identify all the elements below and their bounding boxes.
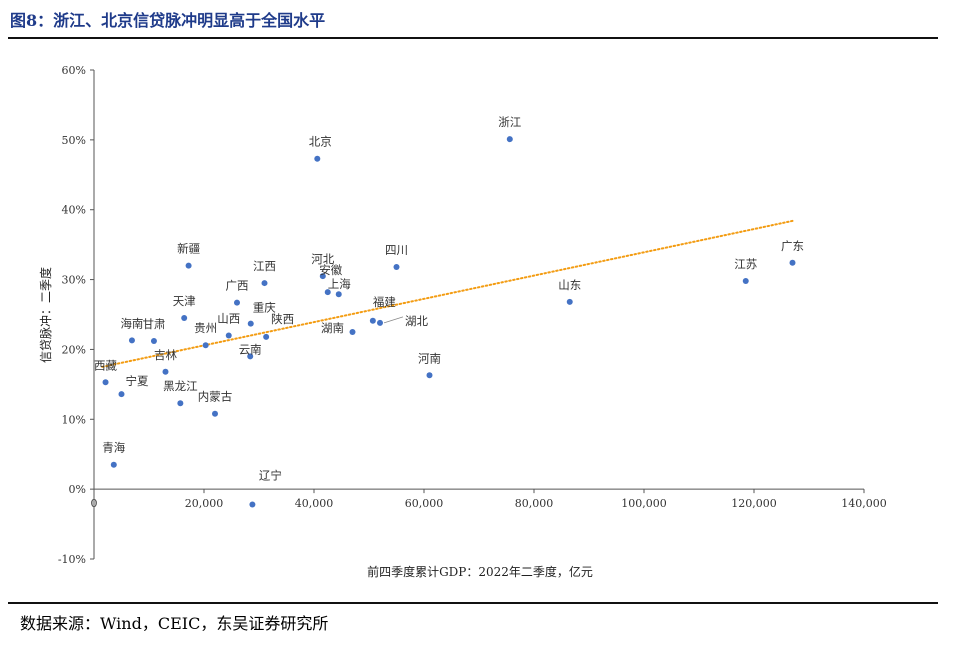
point-label: 重庆	[253, 301, 276, 315]
trendline	[101, 219, 794, 368]
data-points	[102, 136, 796, 508]
point-label: 四川	[385, 243, 408, 257]
point-label: 吉林	[154, 348, 177, 362]
point-label: 上海	[328, 277, 351, 291]
data-point	[789, 259, 796, 266]
point-label: 内蒙古	[198, 390, 233, 404]
point-label: 广东	[781, 239, 804, 253]
source-note: 数据来源：Wind，CEIC，东吴证券研究所	[20, 614, 329, 633]
data-point	[426, 372, 433, 379]
point-label: 辽宁	[259, 469, 282, 483]
data-point	[566, 298, 573, 305]
point-label: 山西	[217, 311, 240, 325]
data-point	[742, 277, 749, 284]
x-tick-label: 40,000	[295, 497, 334, 510]
x-axis-title: 前四季度累计GDP：2022年二季度，亿元	[367, 564, 593, 579]
data-point	[162, 368, 169, 375]
point-label: 贵州	[194, 321, 217, 335]
point-label: 湖南	[321, 321, 344, 335]
point-label: 青海	[102, 441, 125, 455]
y-tick-label: 40%	[62, 204, 86, 217]
y-tick-label: 50%	[62, 134, 86, 147]
axes-layer	[90, 69, 865, 560]
data-point	[377, 319, 383, 326]
point-label: 湖北	[405, 314, 428, 328]
point-label: 西藏	[94, 358, 117, 372]
point-label: 山东	[558, 278, 581, 292]
data-point	[225, 332, 232, 339]
leader-line	[383, 316, 404, 324]
data-point	[324, 289, 331, 296]
data-point	[128, 337, 135, 344]
point-label: 河北	[311, 252, 334, 266]
point-label: 黑龙江	[163, 379, 198, 393]
data-point	[247, 320, 254, 327]
bottom-rule	[8, 602, 938, 604]
data-point	[247, 353, 254, 360]
point-label: 安徽	[319, 263, 342, 277]
data-point	[212, 410, 218, 417]
point-label: 浙江	[498, 115, 521, 129]
point-label: 天津	[173, 294, 196, 308]
data-point	[118, 391, 125, 398]
x-tick-label: 100,000	[621, 497, 667, 510]
scatter-chart: -10% 0% 10% 20% 30% 40% 50% 60% 0 20,000 40,000 60,…	[38, 64, 887, 579]
point-label: 河南	[418, 351, 441, 365]
y-tick-label: 60%	[62, 64, 86, 77]
data-point	[314, 155, 321, 162]
point-label: 宁夏	[126, 374, 149, 388]
figure-title: 图8：浙江、北京信贷脉冲明显高于全国水平	[10, 11, 326, 30]
data-point	[150, 338, 157, 345]
y-tick-label: -10%	[58, 553, 86, 566]
y-tick-label: 10%	[62, 413, 86, 426]
data-point	[181, 314, 188, 321]
data-point	[249, 501, 256, 508]
data-point	[335, 291, 342, 298]
point-label: 云南	[239, 342, 262, 356]
tick-labels: -10% 0% 10% 20% 30% 40% 50% 60% 0 20,000 40,000 60,…	[58, 64, 887, 566]
data-point	[234, 299, 240, 306]
y-tick-label: 30%	[62, 274, 86, 287]
data-point	[185, 262, 192, 269]
trendline-layer	[101, 219, 794, 368]
top-rule	[8, 37, 938, 39]
data-point	[102, 379, 109, 386]
x-tick-label: 20,000	[185, 497, 224, 510]
data-point	[319, 273, 326, 280]
point-label: 北京	[309, 135, 332, 149]
point-label: 江西	[253, 259, 276, 273]
data-point	[263, 333, 270, 340]
point-label: 甘肃	[142, 317, 165, 331]
point-label: 陕西	[271, 312, 294, 326]
point-label: 广西	[226, 279, 249, 293]
x-tick-label: 60,000	[405, 497, 444, 510]
y-axis-title: 信贷脉冲：二季度	[38, 267, 53, 363]
data-point	[110, 461, 117, 468]
point-labels: 浙江北京新疆江西 河北 四川上海 广西天津重庆 安徽福建湖北 陕西 山西湖南 海南 甘肃 贵州云南…	[94, 115, 804, 482]
x-tick-label: 120,000	[731, 497, 777, 510]
y-tick-label: 0%	[69, 483, 86, 496]
point-label: 江苏	[734, 257, 757, 271]
x-tick-label: 0	[91, 497, 98, 510]
x-tick-label: 140,000	[841, 497, 887, 510]
data-point	[369, 317, 376, 324]
data-point	[177, 400, 184, 407]
y-tick-label: 20%	[62, 343, 86, 356]
data-point	[261, 280, 268, 287]
point-label: 海南	[120, 316, 143, 330]
data-point	[506, 136, 513, 143]
data-point	[393, 263, 400, 270]
point-label: 福建	[373, 295, 396, 309]
x-tick-label: 80,000	[515, 497, 554, 510]
data-point	[202, 342, 209, 349]
point-label: 新疆	[177, 242, 200, 256]
data-point	[349, 328, 356, 335]
